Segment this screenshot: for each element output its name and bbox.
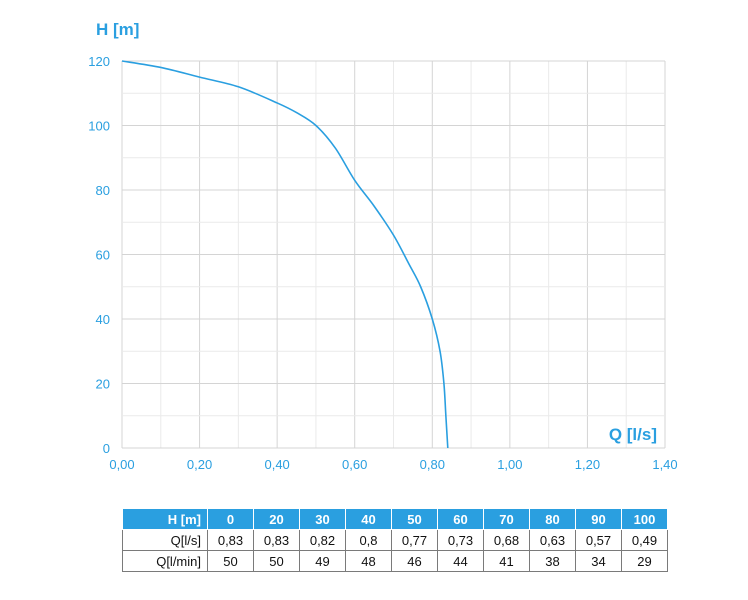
table-cell: 50 [207,550,254,572]
table-cell: 80 [529,508,576,530]
x-tick-label: 0,00 [109,457,134,472]
table-cell: 44 [437,550,484,572]
table-cell: 0,63 [529,529,576,551]
table-cell: 0,49 [621,529,668,551]
y-axis-title: H [m] [96,20,139,39]
table-cell: 40 [345,508,392,530]
table-cell: 0,73 [437,529,484,551]
table-cell: 0,83 [207,529,254,551]
table-cell: 0,77 [391,529,438,551]
table-cell: 70 [483,508,530,530]
x-tick-label: 0,40 [264,457,289,472]
table-cell: 90 [575,508,622,530]
x-tick-label: 0,60 [342,457,367,472]
y-tick-label: 100 [88,119,110,134]
table-cell: 50 [391,508,438,530]
pump-curve-chart: 0,00 0,20 0,40 0,60 0,80 1,00 1,20 1,40 0 20 40 60 8… [88,20,677,472]
table-cell: 0,57 [575,529,622,551]
x-tick-label: 0,20 [187,457,212,472]
table-cell: 30 [299,508,346,530]
table-row: Q[l/min] 50 50 49 48 46 44 41 38 34 29 [122,550,668,572]
table-cell: 0,83 [253,529,300,551]
table-cell: 34 [575,550,622,572]
table-cell: 20 [253,508,300,530]
y-tick-label: 20 [96,377,110,392]
performance-table: H [m] 0 20 30 40 50 60 70 80 90 100 Q[l/s] 0,83 0,83 0… [122,508,668,572]
table-cell: 100 [621,508,668,530]
x-tick-label: 1,00 [497,457,522,472]
table-cell: 60 [437,508,484,530]
y-tick-label: 60 [96,248,110,263]
table-row-label: Q[l/min] [122,550,208,572]
x-axis-title: Q [l/s] [609,425,657,444]
table-cell: 29 [621,550,668,572]
y-tick-label: 80 [96,183,110,198]
x-tick-label: 1,40 [652,457,677,472]
x-tick-label: 0,80 [420,457,445,472]
x-tick-label: 1,20 [575,457,600,472]
table-row-label: H [m] [122,508,208,530]
chart-tick-labels: 0,00 0,20 0,40 0,60 0,80 1,00 1,20 1,40 0 20 40 60 8… [88,54,677,472]
chart-grid [121,60,666,449]
table-cell: 0 [207,508,254,530]
table-cell: 41 [483,550,530,572]
chart-series [121,60,449,449]
table-cell: 38 [529,550,576,572]
table-row: Q[l/s] 0,83 0,83 0,82 0,8 0,77 0,73 0,68 0,63 0,5… [122,529,668,551]
table-cell: 50 [253,550,300,572]
y-tick-label: 120 [88,54,110,69]
table-cell: 48 [345,550,392,572]
table-cell: 0,8 [345,529,392,551]
y-tick-label: 40 [96,312,110,327]
table-cell: 0,68 [483,529,530,551]
series-line [121,60,449,449]
table-cell: 0,82 [299,529,346,551]
table-cell: 46 [391,550,438,572]
table-header-row: H [m] 0 20 30 40 50 60 70 80 90 100 [122,508,668,530]
table-cell: 49 [299,550,346,572]
table-row-label: Q[l/s] [122,529,208,551]
y-tick-label: 0 [103,441,110,456]
